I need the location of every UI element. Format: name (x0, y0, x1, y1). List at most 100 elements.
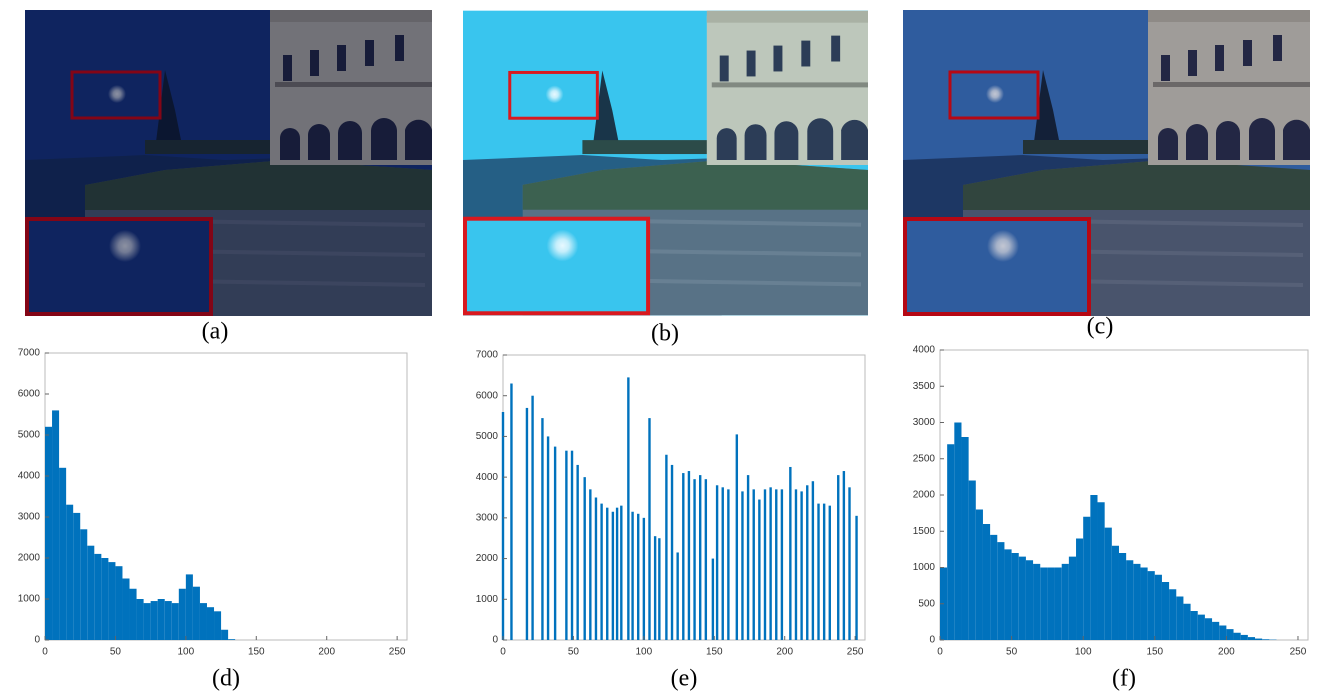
x-tick-label: 150 (248, 647, 265, 658)
bar (722, 487, 724, 640)
bar (769, 487, 771, 640)
bar (627, 377, 629, 640)
bar (45, 427, 52, 640)
bar (1148, 571, 1155, 640)
bar (1105, 528, 1112, 640)
y-tick-label: 3000 (913, 417, 936, 428)
bar (961, 437, 968, 640)
y-tick-label: 4000 (913, 345, 936, 356)
bar (1155, 575, 1162, 640)
bar (200, 603, 207, 640)
bar (1205, 618, 1212, 640)
bar (688, 471, 690, 640)
y-tick-label: 3000 (476, 512, 499, 523)
bar (658, 538, 660, 640)
bar (1255, 639, 1262, 640)
y-tick-label: 1500 (913, 526, 936, 537)
chart-caption: (f) (1112, 666, 1136, 692)
bar (1019, 557, 1026, 640)
bar (616, 508, 618, 640)
x-tick-label: 100 (178, 647, 195, 658)
y-tick-label: 3000 (18, 512, 41, 523)
bar (753, 489, 755, 640)
bar (1183, 604, 1190, 640)
bar (806, 485, 808, 640)
bar (676, 552, 678, 640)
y-tick-label: 4000 (18, 471, 41, 482)
bar (1004, 549, 1011, 640)
bar (94, 554, 101, 640)
x-tick-label: 50 (568, 647, 580, 658)
bar (1026, 560, 1033, 640)
bar (1076, 539, 1083, 641)
bar (571, 451, 573, 640)
y-tick-label: 3500 (913, 381, 936, 392)
bar (817, 504, 819, 640)
bar (179, 589, 186, 640)
y-tick-label: 6000 (18, 389, 41, 400)
bar (781, 489, 783, 640)
bar (1112, 546, 1119, 640)
bar (193, 587, 200, 640)
bar (727, 489, 729, 640)
x-tick-label: 50 (110, 647, 122, 658)
x-tick-label: 100 (1075, 647, 1092, 658)
bar (665, 455, 667, 640)
bar (576, 465, 578, 640)
x-tick-label: 250 (1290, 647, 1307, 658)
x-tick-label: 0 (500, 647, 506, 658)
bar (541, 418, 543, 640)
bar (812, 481, 814, 640)
y-tick-label: 5000 (18, 430, 41, 441)
bar (823, 504, 825, 640)
bar (712, 559, 714, 640)
bar (510, 384, 512, 641)
bar (705, 479, 707, 640)
y-tick-label: 2500 (913, 453, 936, 464)
bar (1212, 622, 1219, 640)
y-tick-label: 1000 (18, 594, 41, 605)
bar (1012, 553, 1019, 640)
bar (122, 579, 129, 641)
bar (736, 434, 738, 640)
bar (1140, 568, 1147, 641)
bar (1126, 560, 1133, 640)
bar (764, 489, 766, 640)
chart-caption: (d) (212, 666, 240, 692)
x-tick-label: 200 (1218, 647, 1235, 658)
bar (990, 535, 997, 640)
bar (565, 451, 567, 640)
bar (716, 485, 718, 640)
bar (130, 589, 137, 640)
bar (115, 566, 122, 640)
bar (144, 603, 151, 640)
x-tick-label: 250 (847, 647, 864, 658)
bar (612, 512, 614, 640)
bar (843, 471, 845, 640)
bar (1133, 564, 1140, 640)
y-tick-label: 0 (34, 635, 40, 646)
x-tick-label: 200 (776, 647, 793, 658)
bar (954, 423, 961, 641)
photo-caption: (c) (1087, 314, 1114, 340)
bar (637, 514, 639, 640)
bar (983, 524, 990, 640)
bar (1248, 637, 1255, 640)
bar (1241, 635, 1248, 640)
bar (1033, 564, 1040, 640)
bar (595, 498, 597, 641)
chart-caption: (e) (671, 666, 698, 692)
bar (221, 630, 228, 640)
photo-caption: (a) (202, 319, 229, 345)
bar (186, 574, 193, 640)
bar (855, 516, 857, 640)
y-tick-label: 7000 (18, 348, 41, 359)
bar (1198, 615, 1205, 640)
bar (165, 601, 172, 640)
x-tick-label: 250 (389, 647, 406, 658)
bar (1169, 589, 1176, 640)
bar (66, 505, 73, 640)
y-tick-label: 1000 (913, 562, 936, 573)
bar (502, 412, 504, 640)
bar (108, 562, 115, 640)
